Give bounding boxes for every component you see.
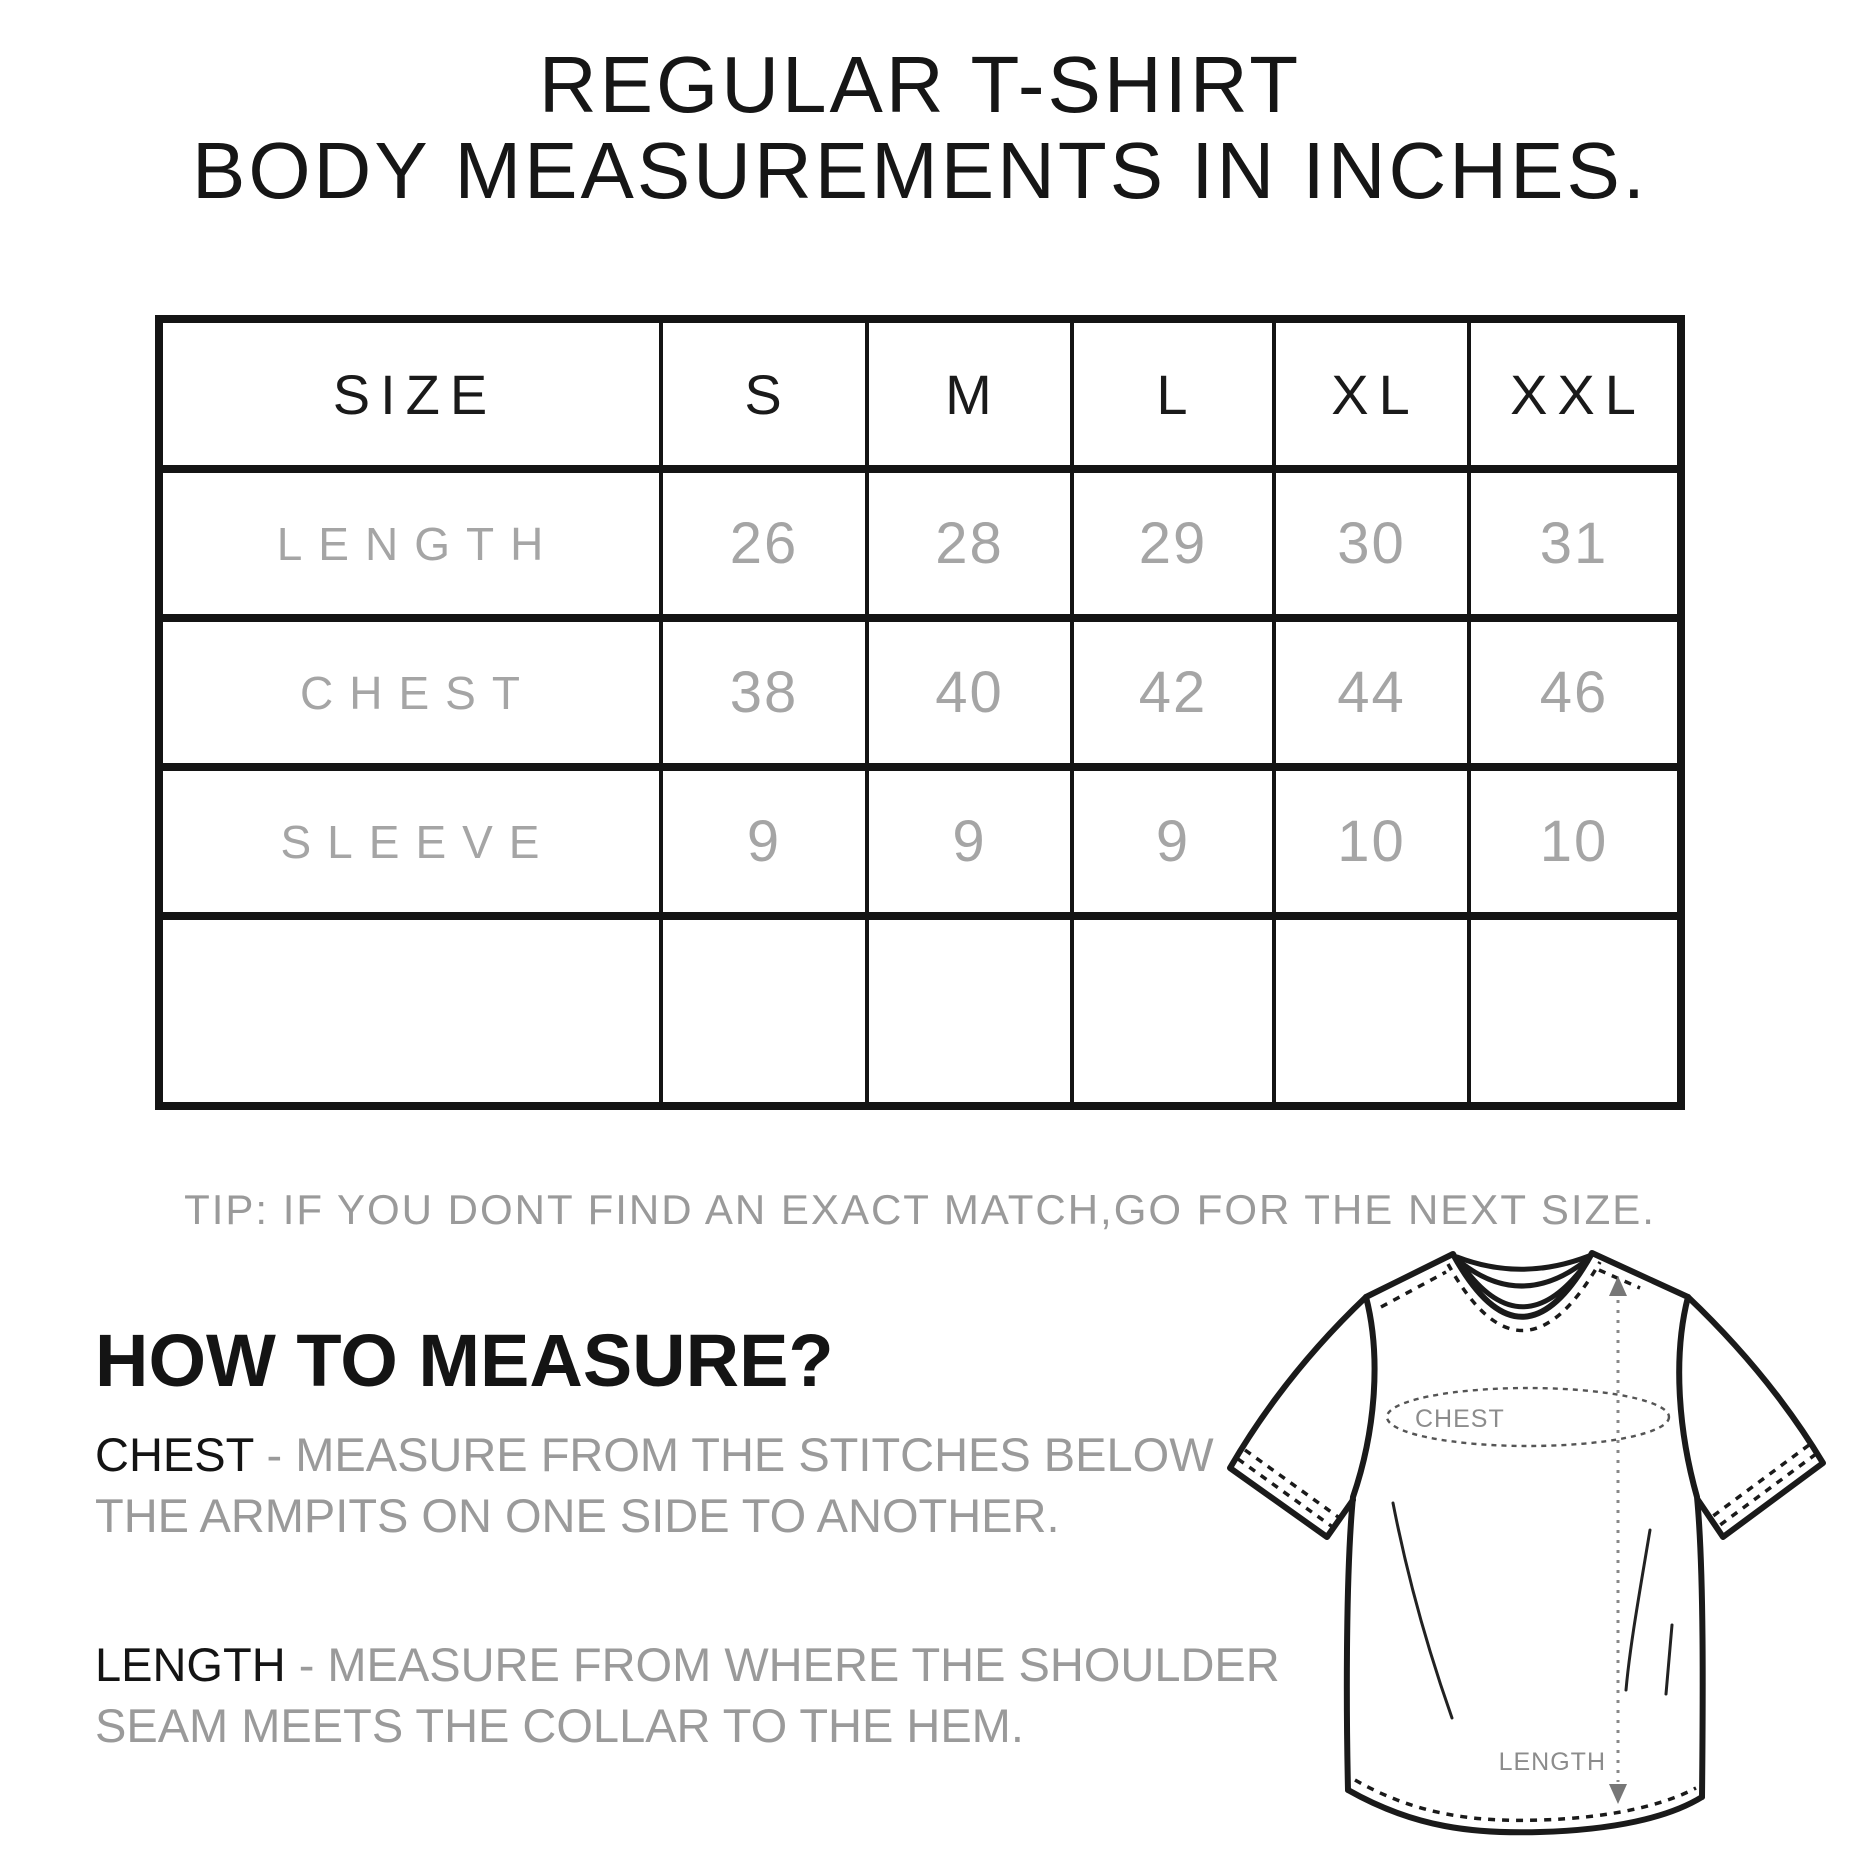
right-sleeve-hem-stitch <box>1714 1452 1818 1530</box>
length-arrow-down <box>1609 1784 1627 1804</box>
right-sleeve-outline <box>1685 1294 1826 1540</box>
column-header-l: L <box>1074 323 1276 473</box>
collar-stitch-line <box>1446 1261 1602 1333</box>
body-right-side <box>1676 1294 1706 1800</box>
collar-rib-line <box>1454 1253 1592 1272</box>
sizing-tip-text: TIP: IF YOU DONT FIND AN EXACT MATCH,GO … <box>184 1186 1656 1233</box>
length-instruction-line-1: LENGTH - MEASURE FROM WHERE THE SHOULDER <box>95 1634 1280 1695</box>
how-to-measure-heading: HOW TO MEASURE? <box>95 1319 834 1402</box>
chest-instruction-line-1: CHEST - MEASURE FROM THE STITCHES BELOW <box>95 1424 1214 1485</box>
length-xl-value: 30 <box>1276 473 1471 622</box>
chest-xl-value: 44 <box>1276 622 1471 771</box>
shoulder-stitch-line <box>1380 1270 1447 1309</box>
collar-rib-line <box>1459 1259 1590 1310</box>
chest-xxl-value: 46 <box>1471 622 1677 771</box>
size-chart-table: SIZE S M L XL XXL LENGTH 26 28 29 30 31 … <box>155 315 1685 1110</box>
sleeve-s-value: 9 <box>663 771 869 920</box>
column-header-m: M <box>869 323 1074 473</box>
length-m-value: 28 <box>869 473 1074 622</box>
length-measure-instructions: LENGTH - MEASURE FROM WHERE THE SHOULDER… <box>95 1634 1280 1756</box>
chest-diagram-label: CHEST <box>1415 1405 1505 1433</box>
row-label-chest: CHEST <box>163 622 663 771</box>
bottom-hem <box>1345 1787 1705 1836</box>
chest-term: CHEST <box>95 1428 254 1481</box>
empty-cell <box>663 920 869 1102</box>
length-l-value: 29 <box>1074 473 1276 622</box>
left-sleeve-hem-stitch <box>1243 1448 1343 1521</box>
length-term: LENGTH <box>95 1638 286 1691</box>
right-sleeve-hem-stitch <box>1707 1443 1811 1521</box>
sleeve-xxl-value: 10 <box>1471 771 1677 920</box>
tshirt-measurement-diagram: CHEST LENGTH <box>1227 1250 1826 1836</box>
length-s-value: 26 <box>663 473 869 622</box>
chest-l-value: 42 <box>1074 622 1276 771</box>
empty-cell <box>1276 920 1471 1102</box>
fabric-fold-line <box>1391 1501 1454 1720</box>
length-xxl-value: 31 <box>1471 473 1677 622</box>
bottom-hem-stitch <box>1354 1778 1697 1823</box>
collar-rib-line <box>1456 1256 1591 1289</box>
column-header-s: S <box>663 323 869 473</box>
chest-instruction-line-2: THE ARMPITS ON ONE SIDE TO ANOTHER. <box>95 1489 1060 1542</box>
row-label-sleeve: SLEEVE <box>163 771 663 920</box>
length-arrow-up <box>1609 1276 1627 1296</box>
chest-instruction-rest: - MEASURE FROM THE STITCHES BELOW <box>253 1428 1214 1481</box>
empty-cell <box>1074 920 1276 1102</box>
empty-cell <box>869 920 1074 1102</box>
fabric-fold-line <box>1624 1528 1652 1692</box>
length-diagram-label: LENGTH <box>1499 1748 1606 1776</box>
empty-row-label <box>163 920 663 1102</box>
empty-cell <box>1471 920 1677 1102</box>
length-instruction-rest: - MEASURE FROM WHERE THE SHOULDER <box>285 1638 1280 1691</box>
column-header-xxl: XXL <box>1471 323 1677 473</box>
title-line-1: REGULAR T-SHIRT <box>538 40 1302 129</box>
sleeve-m-value: 9 <box>869 771 1074 920</box>
chest-measure-instructions: CHEST - MEASURE FROM THE STITCHES BELOW … <box>95 1424 1214 1546</box>
chest-s-value: 38 <box>663 622 869 771</box>
left-sleeve-hem-stitch <box>1236 1457 1336 1530</box>
column-header-xl: XL <box>1276 323 1471 473</box>
title-line-2: BODY MEASUREMENTS IN INCHES. <box>191 126 1649 215</box>
left-sleeve-outline <box>1227 1294 1369 1540</box>
fabric-fold-line <box>1664 1623 1674 1696</box>
page-title: REGULAR T-SHIRT BODY MEASUREMENTS IN INC… <box>155 42 1685 214</box>
chest-measurement-ellipse <box>1385 1386 1671 1448</box>
body-left-side <box>1343 1294 1378 1793</box>
column-header-size: SIZE <box>163 323 663 473</box>
chest-m-value: 40 <box>869 622 1074 771</box>
sleeve-l-value: 9 <box>1074 771 1276 920</box>
length-instruction-line-2: SEAM MEETS THE COLLAR TO THE HEM. <box>95 1699 1024 1752</box>
row-label-length: LENGTH <box>163 473 663 622</box>
sleeve-xl-value: 10 <box>1276 771 1471 920</box>
